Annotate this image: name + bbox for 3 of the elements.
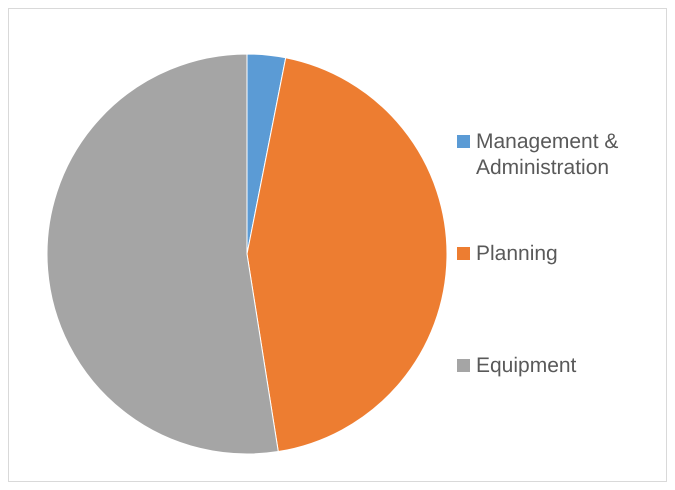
legend-label: Planning <box>476 241 558 267</box>
legend-label: Equipment <box>476 353 576 379</box>
legend-label: Management & Administration <box>476 129 620 181</box>
